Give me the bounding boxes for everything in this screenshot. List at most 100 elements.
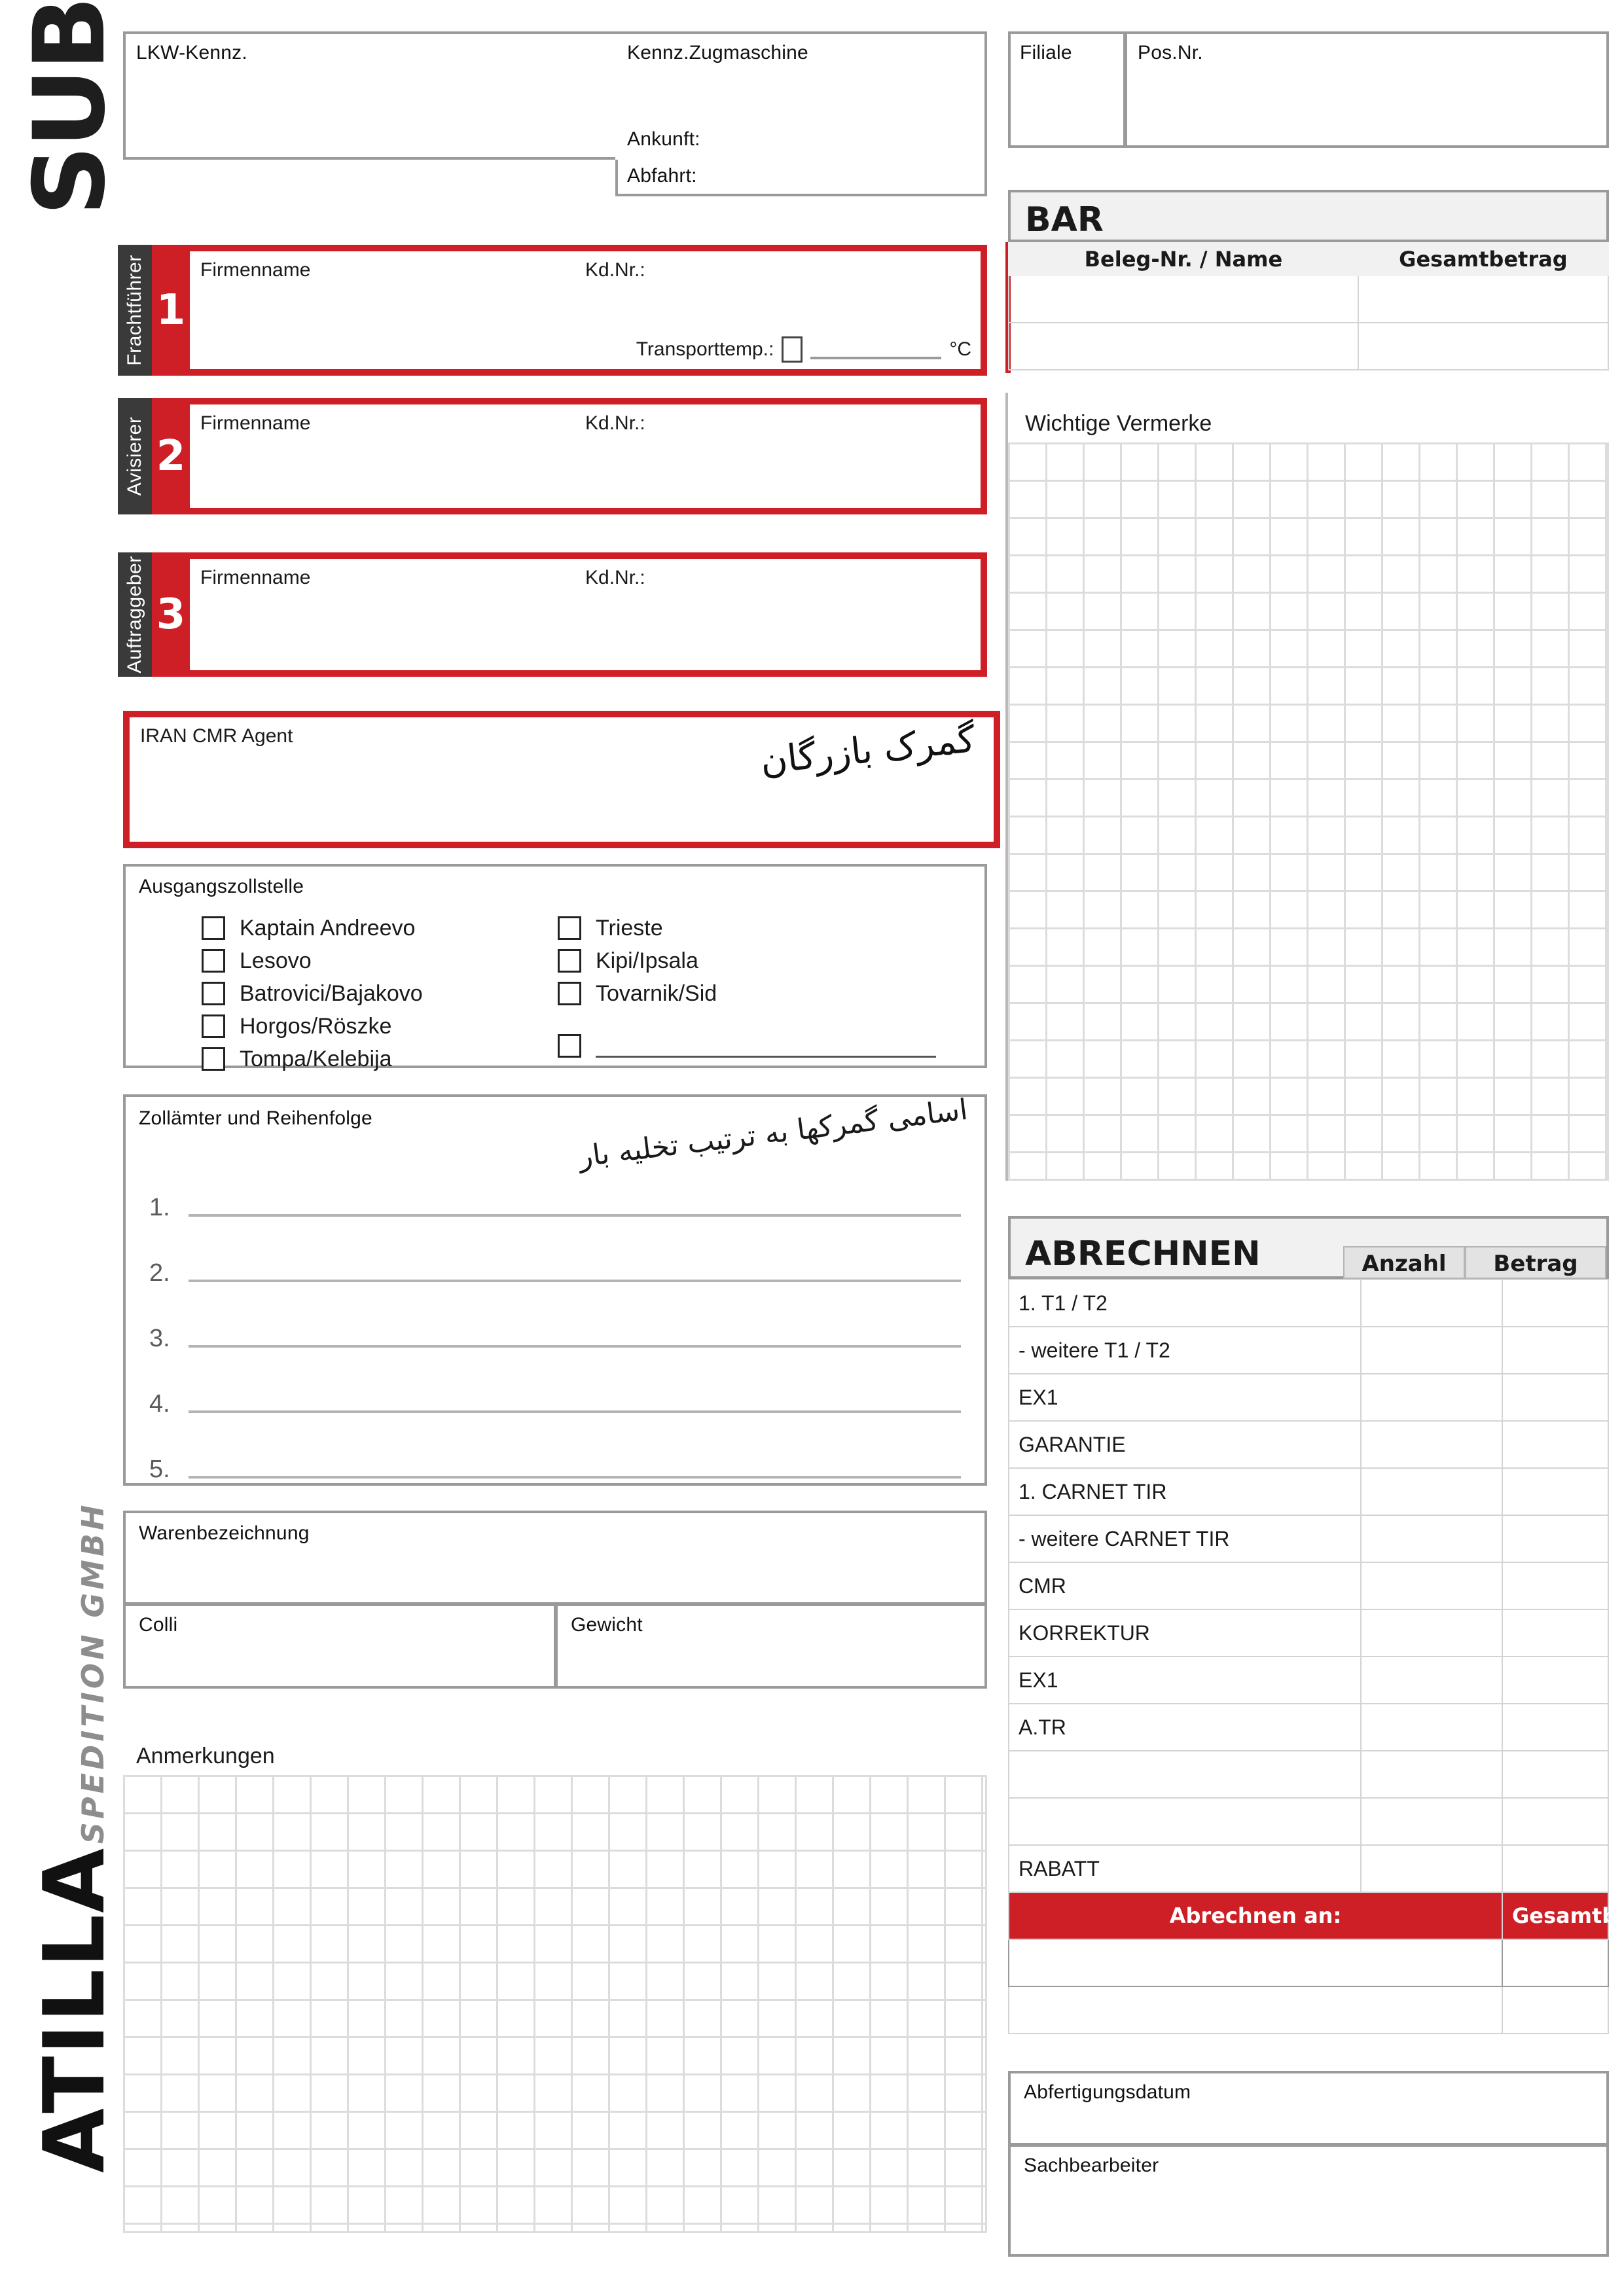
abrechnen-row[interactable]: A.TR <box>1008 1703 1609 1751</box>
abrechnen-table[interactable]: 1. T1 / T2 - weitere T1 / T2 EX1 GARANTI… <box>1008 1279 1624 2034</box>
abrechnen-cell-betrag[interactable] <box>1502 1609 1609 1657</box>
abrechnen-cell-anzahl[interactable] <box>1360 1562 1503 1610</box>
abrechnen-cell-betrag[interactable] <box>1502 1656 1609 1704</box>
bar-cell-betrag[interactable] <box>1357 275 1610 323</box>
abrechnen-cell-anzahl[interactable] <box>1360 1750 1503 1799</box>
other-customs-office-input[interactable] <box>596 1054 936 1058</box>
party-fields-auftraggeber[interactable]: Firmenname Kd.Nr.: <box>190 559 981 670</box>
abrechnen-row[interactable]: GARANTIE <box>1008 1420 1609 1469</box>
transporttemp-checkbox[interactable] <box>782 336 803 363</box>
party-fields-frachtfuehrer[interactable]: Firmenname Kd.Nr.: Transporttemp.: °C <box>190 251 981 369</box>
abrechnen-cell-betrag[interactable] <box>1502 1750 1609 1799</box>
zollaemter-input[interactable] <box>189 1344 961 1348</box>
abrechnen-row[interactable]: CMR <box>1008 1562 1609 1610</box>
abrechnen-footer-row[interactable] <box>1008 1939 1609 1987</box>
checkbox-tompa-kelebija[interactable] <box>202 1047 225 1071</box>
abrechnen-cell-anzahl[interactable] <box>1360 1515 1503 1563</box>
zollaemter-input[interactable] <box>189 1213 961 1217</box>
abrechnen-row[interactable] <box>1008 1797 1609 1846</box>
transporttemp-input[interactable] <box>810 340 942 359</box>
checkbox-batrovici-bajakovo[interactable] <box>202 982 225 1005</box>
zollaemter-line-3[interactable]: 3. <box>149 1325 961 1353</box>
abrechnen-cell-betrag[interactable] <box>1502 1562 1609 1610</box>
abrechnen-cell-betrag[interactable] <box>1502 1515 1609 1563</box>
filiale-box[interactable] <box>1008 31 1126 148</box>
gewicht-box[interactable]: Gewicht <box>555 1604 987 1689</box>
party-fields-avisierer[interactable]: Firmenname Kd.Nr.: <box>190 404 981 508</box>
checkbox-row-kipi-ipsala[interactable]: Kipi/Ipsala <box>558 949 964 973</box>
zollaemter-input[interactable] <box>189 1278 961 1282</box>
abrechnen-row[interactable]: EX1 <box>1008 1373 1609 1422</box>
bar-table[interactable]: Beleg-Nr. / Name Gesamtbetrag <box>1008 242 1610 370</box>
abrechnen-cell-anzahl[interactable] <box>1360 1420 1503 1469</box>
abrechnen-cell-betrag[interactable] <box>1502 1797 1609 1846</box>
checkbox-kaptain-andreevo[interactable] <box>202 916 225 940</box>
warenbezeichnung-box[interactable]: Warenbezeichnung <box>123 1511 987 1605</box>
abrechnen-cell-betrag[interactable] <box>1502 1326 1609 1374</box>
abrechnen-footer-row[interactable] <box>1008 1986 1609 2034</box>
bar-table-wrap[interactable]: Beleg-Nr. / Name Gesamtbetrag <box>1008 242 1610 372</box>
transporttemp-row[interactable]: Transporttemp.: °C <box>636 336 971 363</box>
checkbox-row-other[interactable] <box>558 1034 964 1058</box>
checkbox-kipi-ipsala[interactable] <box>558 949 581 973</box>
zollaemter-line-5[interactable]: 5. <box>149 1456 961 1484</box>
abrechnen-gesamtbetrag-cell[interactable] <box>1502 1939 1609 1987</box>
bar-cell-beleg[interactable] <box>1008 275 1359 323</box>
bar-table-row[interactable] <box>1008 322 1610 370</box>
abrechnen-row[interactable]: - weitere CARNET TIR <box>1008 1515 1609 1563</box>
zollaemter-input[interactable] <box>189 1409 961 1413</box>
checkbox-tovarnik-sid[interactable] <box>558 982 581 1005</box>
abrechnen-row[interactable]: EX1 <box>1008 1656 1609 1704</box>
abfertigungsdatum-box[interactable]: Abfertigungsdatum <box>1008 2071 1609 2145</box>
abrechnen-row[interactable] <box>1008 1750 1609 1799</box>
abrechnen-cell-anzahl[interactable] <box>1360 1467 1503 1516</box>
abrechnen-cell-anzahl[interactable] <box>1360 1797 1503 1846</box>
abrechnen-row[interactable]: 1. CARNET TIR <box>1008 1467 1609 1516</box>
abrechnen-cell-anzahl[interactable] <box>1360 1844 1503 1893</box>
iran-cmr-agent-box[interactable]: IRAN CMR Agent گمرک بازرگان <box>123 711 1000 848</box>
colli-box[interactable]: Colli <box>123 1604 556 1689</box>
abrechnen-gesamtbetrag-cell[interactable] <box>1502 1986 1609 2034</box>
vehicle-box-left[interactable] <box>123 31 618 160</box>
abrechnen-an-cell[interactable] <box>1008 1939 1503 1987</box>
posnr-box[interactable] <box>1125 31 1609 148</box>
checkbox-row-kaptain-andreevo[interactable]: Kaptain Andreevo <box>202 916 555 940</box>
party-block-auftraggeber[interactable]: Auftraggeber 3 Firmenname Kd.Nr.: <box>118 552 987 677</box>
checkbox-other[interactable] <box>558 1034 581 1058</box>
checkbox-lesovo[interactable] <box>202 949 225 973</box>
abrechnen-an-cell[interactable] <box>1008 1986 1503 2034</box>
abrechnen-cell-anzahl[interactable] <box>1360 1656 1503 1704</box>
bar-table-row[interactable] <box>1008 275 1610 323</box>
bar-cell-betrag[interactable] <box>1357 322 1610 370</box>
zollaemter-line-4[interactable]: 4. <box>149 1390 961 1418</box>
abrechnen-cell-anzahl[interactable] <box>1360 1703 1503 1751</box>
abrechnen-cell-anzahl[interactable] <box>1360 1373 1503 1422</box>
abrechnen-cell-betrag[interactable] <box>1502 1279 1609 1327</box>
abrechnen-cell-betrag[interactable] <box>1502 1844 1609 1893</box>
zollaemter-box[interactable]: Zollämter und Reihenfolge اسامی گمرکها ب… <box>123 1093 987 1486</box>
party-block-avisierer[interactable]: Avisierer 2 Firmenname Kd.Nr.: <box>118 398 987 514</box>
checkbox-trieste[interactable] <box>558 916 581 940</box>
abrechnen-cell-betrag[interactable] <box>1502 1703 1609 1751</box>
abrechnen-row[interactable]: - weitere T1 / T2 <box>1008 1326 1609 1374</box>
abrechnen-cell-anzahl[interactable] <box>1360 1279 1503 1327</box>
abrechnen-cell-anzahl[interactable] <box>1360 1609 1503 1657</box>
abrechnen-row[interactable]: RABATT <box>1008 1844 1609 1893</box>
vehicle-box-right[interactable] <box>615 31 987 196</box>
checkbox-horgos-roszke[interactable] <box>202 1014 225 1038</box>
ausgangszollstelle-box[interactable]: Ausgangszollstelle Kaptain Andreevo Leso… <box>123 864 987 1071</box>
zollaemter-input[interactable] <box>189 1475 961 1479</box>
anmerkungen-grid[interactable] <box>123 1775 987 2233</box>
zollaemter-line-1[interactable]: 1. <box>149 1194 961 1222</box>
checkbox-row-trieste[interactable]: Trieste <box>558 916 964 940</box>
abrechnen-cell-betrag[interactable] <box>1502 1373 1609 1422</box>
sachbearbeiter-box[interactable]: Sachbearbeiter <box>1008 2144 1609 2257</box>
abrechnen-row[interactable]: KORREKTUR <box>1008 1609 1609 1657</box>
checkbox-row-tovarnik-sid[interactable]: Tovarnik/Sid <box>558 982 964 1005</box>
abrechnen-cell-betrag[interactable] <box>1502 1467 1609 1516</box>
wichtige-vermerke-grid[interactable] <box>1008 442 1609 1181</box>
bar-cell-beleg[interactable] <box>1008 322 1359 370</box>
abrechnen-row[interactable]: 1. T1 / T2 <box>1008 1279 1609 1327</box>
abrechnen-cell-anzahl[interactable] <box>1360 1326 1503 1374</box>
zollaemter-line-2[interactable]: 2. <box>149 1259 961 1287</box>
